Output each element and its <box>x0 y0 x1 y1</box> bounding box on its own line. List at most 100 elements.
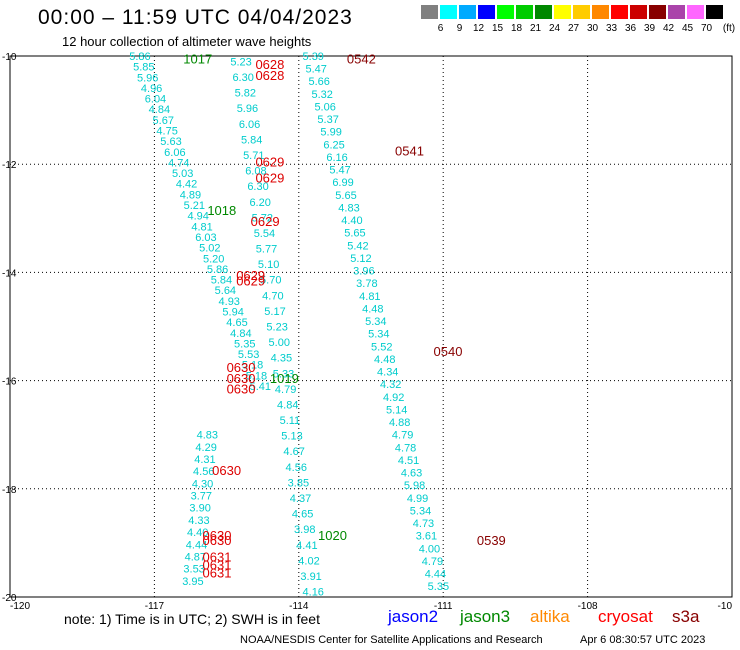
pass-time-label: 0630 <box>227 371 256 386</box>
wave-height-value: 5.23 <box>230 56 251 68</box>
scale-label: 24 <box>548 23 561 34</box>
pass-time-label: 0629 <box>236 268 265 283</box>
wave-height-value: 4.00 <box>419 543 440 555</box>
wave-height-value: 4.83 <box>338 202 359 214</box>
wave-height-value: 4.48 <box>362 303 383 315</box>
scale-swatch <box>516 5 533 19</box>
wave-height-value: 5.34 <box>410 505 431 517</box>
wave-height-value: 5.64 <box>215 285 236 297</box>
scale-label: 27 <box>567 23 580 34</box>
wave-height-value: 4.32 <box>380 379 401 391</box>
x-tick-label: -10 <box>718 601 733 612</box>
x-tick-label: -111 <box>434 601 453 612</box>
wave-height-value: 3.98 <box>294 524 315 536</box>
pass-time-label: 0630 <box>203 533 232 548</box>
x-tick-label: -117 <box>145 601 165 612</box>
wave-height-value: 5.11 <box>280 415 301 427</box>
wave-height-value: 5.77 <box>256 244 277 256</box>
pass-time-label: 0629 <box>255 171 284 186</box>
wave-height-value: 4.96 <box>141 83 162 95</box>
scale-swatch <box>459 5 476 19</box>
wave-height-value: 5.82 <box>235 88 256 100</box>
wave-height-value: 4.31 <box>194 454 215 466</box>
wave-height-value: 4.29 <box>195 442 216 454</box>
wave-height-value: 6.06 <box>164 147 185 159</box>
pass-time-label: 0630 <box>212 463 241 478</box>
pass-time-label: 1019 <box>270 371 299 386</box>
pass-time-label: 0629 <box>251 214 280 229</box>
scale-label: 15 <box>491 23 504 34</box>
wave-height-value: 4.16 <box>303 587 324 599</box>
chart-title: 00:00 – 11:59 UTC 04/04/2023 <box>38 6 353 29</box>
scale-label: 33 <box>605 23 618 34</box>
wave-height-value: 4.33 <box>188 515 209 527</box>
wave-height-value: 4.87 <box>185 551 206 563</box>
wave-height-value: 5.53 <box>238 349 259 361</box>
wave-height-value: 4.81 <box>359 291 380 303</box>
wave-height-value: 5.37 <box>317 114 338 126</box>
wave-height-value: 4.84 <box>277 399 298 411</box>
y-tick-label: -10 <box>2 52 17 63</box>
wave-height-value: 5.65 <box>344 228 365 240</box>
wave-height-value: 4.83 <box>197 430 218 442</box>
x-tick-label: -108 <box>578 601 598 612</box>
scale-label: 42 <box>662 23 675 34</box>
wave-height-value: 5.99 <box>320 127 341 139</box>
scale-swatch <box>497 5 514 19</box>
wave-height-value: 6.30 <box>232 72 253 84</box>
satellite-legend-item: jason2 <box>388 607 439 626</box>
wave-height-value: 4.34 <box>377 367 398 379</box>
wave-height-value: 5.98 <box>404 480 425 492</box>
wave-height-value: 6.20 <box>249 197 270 209</box>
wave-height-value: 4.44 <box>186 539 207 551</box>
wave-height-value: 3.53 <box>183 564 204 576</box>
wave-height-value: 5.96 <box>137 72 158 84</box>
wave-height-value: 5.67 <box>153 115 174 127</box>
wave-height-value: 4.93 <box>219 296 240 308</box>
scale-swatch <box>630 5 647 19</box>
scale-swatch <box>421 5 438 19</box>
scale-swatch <box>687 5 704 19</box>
pass-time-label: 0539 <box>477 533 506 548</box>
wave-height-value: 5.34 <box>368 329 389 341</box>
chart-subtitle: 12 hour collection of altimeter wave hei… <box>62 34 312 49</box>
wave-height-value: 4.40 <box>187 527 208 539</box>
wave-height-value: 3.78 <box>356 278 377 290</box>
wave-height-value: 5.14 <box>386 404 407 416</box>
y-tick-label: -18 <box>2 485 17 496</box>
scale-swatch <box>440 5 457 19</box>
y-tick-label: -14 <box>2 268 17 279</box>
y-tick-label: -20 <box>2 593 17 604</box>
wave-height-value: 5.35 <box>428 581 449 593</box>
scale-swatch <box>554 5 571 19</box>
wave-height-value: 3.77 <box>191 491 212 503</box>
wave-height-value: 5.10 <box>258 259 279 271</box>
wave-height-value: 4.84 <box>230 328 251 340</box>
wave-height-value: 4.65 <box>292 509 313 521</box>
wave-height-value: 3.61 <box>416 531 437 543</box>
scale-swatch <box>706 5 723 19</box>
wave-height-value: 6.06 <box>239 119 260 131</box>
wave-height-value: 4.63 <box>401 468 422 480</box>
scale-unit: (ft) <box>722 23 736 34</box>
scale-swatch <box>535 5 552 19</box>
scale-label: 18 <box>510 23 523 34</box>
wave-height-value: 5.03 <box>172 168 193 180</box>
wave-height-value: 4.65 <box>226 317 247 329</box>
wave-height-value: 5.23 <box>266 322 287 334</box>
wave-height-value: 5.85 <box>133 62 154 74</box>
wave-height-value: 5.72 <box>252 212 273 224</box>
x-tick-label: -120 <box>10 601 30 612</box>
wave-height-value: 4.75 <box>156 126 177 138</box>
wave-height-value: 3.96 <box>353 266 374 278</box>
pass-time-label: 0540 <box>434 344 463 359</box>
wave-height-value: 5.39 <box>303 51 324 63</box>
wave-height-value: 5.20 <box>203 253 224 265</box>
wave-height-value: 4.89 <box>180 189 201 201</box>
scale-label: 36 <box>624 23 637 34</box>
wave-height-value: 5.35 <box>234 338 255 350</box>
wave-height-value: 4.79 <box>275 384 296 396</box>
pass-time-label: 0630 <box>203 528 232 543</box>
wave-height-value: 4.48 <box>374 354 395 366</box>
scale-swatch <box>573 5 590 19</box>
